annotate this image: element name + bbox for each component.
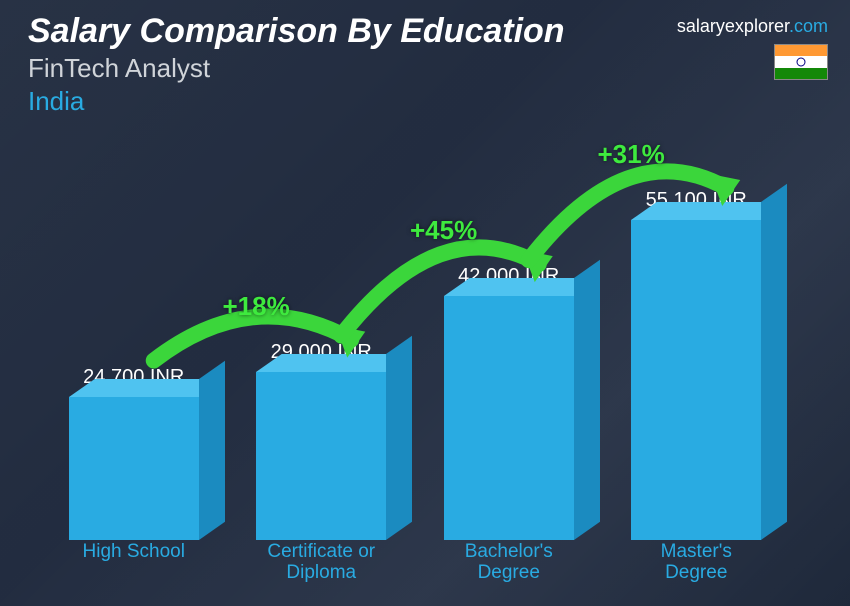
increase-pct-label: +31% (598, 139, 665, 170)
job-title: FinTech Analyst (28, 53, 565, 84)
salary-bar-chart: 24,700 INR29,000 INR42,000 INR55,100 INR… (40, 140, 790, 584)
flag-stripe-green (775, 68, 827, 79)
header: Salary Comparison By Education FinTech A… (28, 12, 565, 117)
flag-stripe-white (775, 56, 827, 67)
flag-stripe-saffron (775, 45, 827, 56)
page-title: Salary Comparison By Education (28, 12, 565, 51)
india-flag-icon (774, 44, 828, 80)
increase-arrow-icon (40, 140, 820, 584)
site-logo: salaryexplorer.com (677, 16, 828, 37)
flag-chakra-icon (797, 57, 806, 66)
country-label: India (28, 86, 565, 117)
logo-tld: com (794, 16, 828, 36)
logo-text: salaryexplorer (677, 16, 789, 36)
